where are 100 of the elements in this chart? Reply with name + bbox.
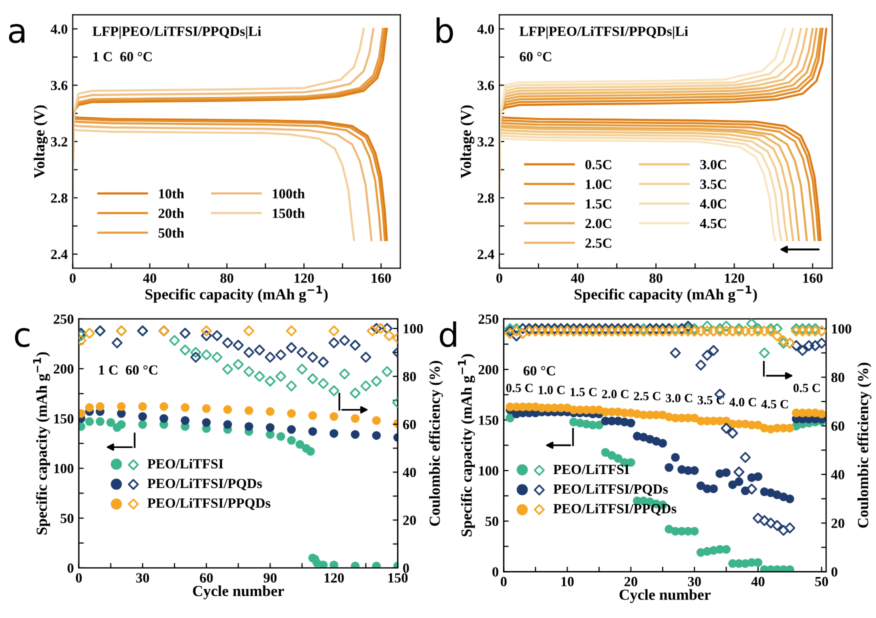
legend-label: PEO/LiTFSI/PPQDs <box>147 498 270 510</box>
y-tick-label: 150 <box>54 414 74 424</box>
chart-title: d <box>440 321 456 348</box>
legend-label: 3.5C <box>700 180 726 190</box>
legend-label: 3.0C <box>700 160 726 170</box>
legend-label: 4.0C <box>700 199 726 209</box>
y-tick-label: 100 <box>54 464 74 474</box>
y-tick-label: 3.2 <box>51 137 68 147</box>
x-axis-title: Cycle number <box>620 589 711 604</box>
annotation: LFP|PEO/LiTFSI/PPQDs|Li <box>92 26 262 39</box>
annotation: 0.5 C <box>506 384 533 392</box>
y2-tick-label: 20 <box>403 516 416 526</box>
annotation: 4.0 C <box>729 398 756 406</box>
x-tick-label: 80 <box>220 273 234 283</box>
y-tick-label: 50 <box>486 516 498 526</box>
legend-label: PEO/LiTFSI <box>147 458 224 469</box>
legend-label: 100th <box>272 188 305 198</box>
y2-tick-label: 60 <box>403 420 416 430</box>
x-tick-label: 0 <box>76 573 82 583</box>
x-tick-label: 20 <box>624 576 638 586</box>
legend-label: 4.5C <box>700 218 726 228</box>
x-tick-label: 120 <box>324 573 344 583</box>
y2-tick-label: 100 <box>832 324 852 334</box>
y2-tick-label: 100 <box>404 324 423 334</box>
y-tick-label: 2.4 <box>51 250 68 260</box>
x-tick-label: 120 <box>724 273 744 283</box>
x-tick-label: 160 <box>803 273 823 283</box>
y2-tick-label: 80 <box>831 372 844 382</box>
annotation: 2.0 C <box>602 390 628 398</box>
y-tick-label: 3.6 <box>51 80 68 90</box>
y-tick-label: 3.2 <box>478 137 494 147</box>
annotation: 60 °C <box>524 366 555 376</box>
legend-label: 50th <box>158 228 184 238</box>
x-tick-label: 30 <box>688 576 701 586</box>
x-tick-label: 150 <box>388 573 408 583</box>
legend-label: PEO/LiTFSI <box>553 464 630 474</box>
y-tick-label: 100 <box>479 466 498 476</box>
annotation: 2.5 C <box>634 392 660 400</box>
annotation: 1.5 C <box>570 388 596 396</box>
annotation: 0.5 C <box>793 384 820 392</box>
annotation: LFP|PEO/LiTFSI/PPQDs|Li <box>520 26 688 39</box>
x-tick-label: 0 <box>500 576 507 586</box>
annotation: 1.0 C <box>538 386 565 394</box>
x-tick-label: 50 <box>815 576 828 586</box>
chart-title: a <box>9 24 24 44</box>
x-axis-title: Specific capacity (mAh g$^{−1}$) <box>145 286 328 303</box>
y2-axis-title: Coulombic efficiency (%) <box>857 362 872 528</box>
x-tick-label: 160 <box>372 273 391 283</box>
x-tick-label: 40 <box>570 273 584 283</box>
y2-tick-label: 20 <box>832 518 844 528</box>
y2-tick-label: 40 <box>831 470 844 480</box>
annotation: 3.0 C <box>666 394 692 402</box>
y2-tick-label: 80 <box>403 372 416 382</box>
y-tick-label: 250 <box>478 314 498 324</box>
y2-tick-label: 0 <box>403 564 409 573</box>
annotation: 4.5 C <box>761 400 788 408</box>
chart-title: c <box>14 328 30 348</box>
y-tick-label: 0 <box>68 564 74 573</box>
legend-label: 20th <box>158 208 184 218</box>
legend-label: 2.5C <box>585 238 612 248</box>
y-tick-label: 200 <box>478 365 498 374</box>
y-tick-label: 2.8 <box>478 193 494 203</box>
x-axis-title: Cycle number <box>192 585 284 600</box>
y-axis-title: Specific capacity (mAh g$^{−1}$) <box>33 352 50 534</box>
x-tick-label: 10 <box>561 576 574 586</box>
y-axis-title: Voltage (V) <box>34 105 48 178</box>
legend-label: 0.5C <box>585 160 612 170</box>
legend-label: 1.5C <box>586 199 612 209</box>
annotation: 1 C 60 °C <box>93 52 152 62</box>
y-tick-label: 4.0 <box>50 24 68 34</box>
y-tick-label: 200 <box>54 364 74 374</box>
y-tick-label: 2.8 <box>51 193 68 203</box>
y2-tick-label: 40 <box>402 468 416 478</box>
annotation: 1 C 60 °C <box>99 365 158 375</box>
legend-label: 10th <box>159 188 184 198</box>
x-tick-label: 80 <box>649 273 662 283</box>
chart-title: b <box>436 17 453 44</box>
x-tick-label: 40 <box>143 273 156 283</box>
x-tick-label: 120 <box>294 273 314 283</box>
legend-label: 2.0C <box>585 218 612 228</box>
x-tick-label: 40 <box>751 576 764 586</box>
legend-label: 150th <box>272 208 305 218</box>
y-tick-label: 150 <box>479 416 498 425</box>
y-tick-label: 4.0 <box>477 24 494 34</box>
annotation: 60 °C <box>520 52 552 62</box>
legend-label: PEO/LiTFSI/PPQDs <box>553 504 676 516</box>
x-tick-label: 30 <box>136 573 150 583</box>
x-tick-label: 60 <box>200 573 213 583</box>
y-tick-label: 3.6 <box>478 80 494 90</box>
x-axis-title: Specific capacity (mAh g$^{−1}$) <box>574 286 757 303</box>
y2-tick-label: 60 <box>831 421 844 431</box>
y-tick-label: 50 <box>60 514 74 524</box>
x-tick-label: 90 <box>264 573 277 583</box>
y-axis-title: Specific capacity (mAh g$^{−1}$) <box>458 354 475 536</box>
y2-axis-title: Coulombic efficiency (%) <box>428 360 444 526</box>
y-tick-label: 250 <box>54 314 74 324</box>
legend-label: PEO/LiTFSI/PQDs <box>553 484 668 496</box>
legend-label: PEO/LiTFSI/PQDs <box>147 478 262 490</box>
y-axis-title: Voltage (V) <box>460 105 474 178</box>
legend-label: 1.0C <box>586 180 612 190</box>
